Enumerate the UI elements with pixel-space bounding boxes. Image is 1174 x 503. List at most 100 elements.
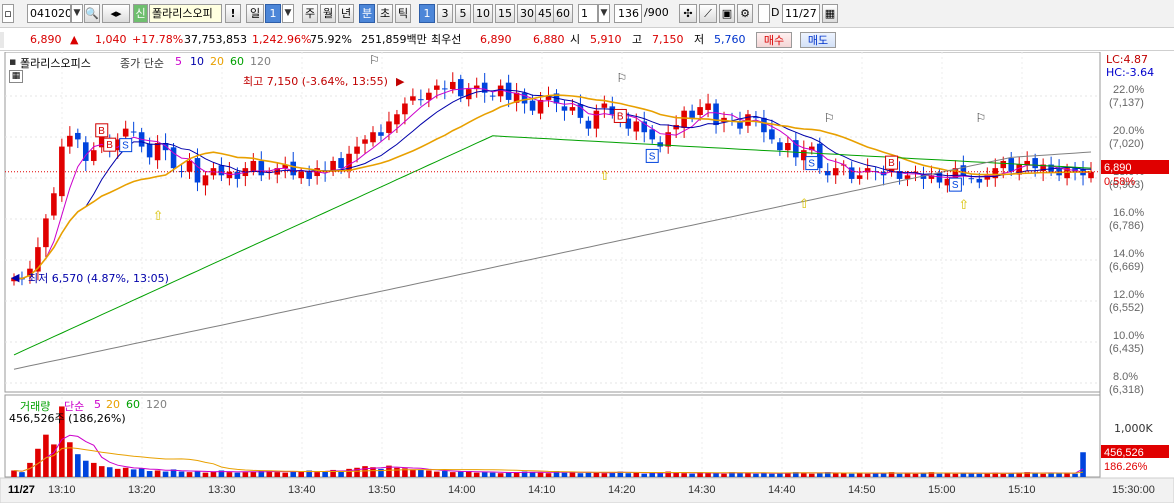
legend-menu-icon[interactable]: ▪ xyxy=(9,55,17,68)
buy-signal-marker xyxy=(613,108,627,123)
volume-bar xyxy=(226,472,233,477)
minute-option-1[interactable]: 1 xyxy=(419,4,435,23)
period-count[interactable]: 1 xyxy=(265,4,281,23)
volume-bar xyxy=(457,471,464,477)
bars-shown-input[interactable]: 136 xyxy=(614,4,642,23)
ma120-legend: 120 xyxy=(250,55,271,68)
volume-bar xyxy=(832,472,839,477)
candlestick-chart[interactable]: 22.0%(7,137)20.0%(7,020)18.0%(6,903)16.0… xyxy=(0,52,1174,503)
price-legend-series: 종가 단순 xyxy=(120,57,164,70)
volume-current-tag-text: 456,526 xyxy=(1104,447,1144,459)
candle-body xyxy=(529,100,536,111)
candle-body xyxy=(130,131,137,133)
date-input[interactable]: 11/27 xyxy=(782,4,820,23)
candle-body xyxy=(11,277,17,282)
stock-code-dropdown-icon[interactable]: ▼ xyxy=(71,4,83,23)
minute-option-60[interactable]: 60 xyxy=(553,4,573,23)
volume-bar xyxy=(609,472,616,477)
buy-signal-marker xyxy=(95,123,109,138)
search-icon[interactable]: 🔍 xyxy=(84,4,100,23)
volume-bar xyxy=(418,469,424,477)
candle-body xyxy=(681,110,687,128)
volume-bar xyxy=(1056,473,1062,477)
time-tick-label: 14:50 xyxy=(848,484,876,496)
volume-bar xyxy=(984,473,991,477)
save-icon[interactable]: ▣ xyxy=(719,4,735,23)
volume-bar xyxy=(513,472,520,477)
volume-bar xyxy=(1064,472,1070,477)
volume-bar xyxy=(625,473,632,477)
volume-bar xyxy=(840,473,847,477)
gear-icon[interactable]: ⚙ xyxy=(737,4,753,23)
minute-option-5[interactable]: 5 xyxy=(455,4,471,23)
count-dropdown-icon[interactable]: ▼ xyxy=(598,4,610,23)
minute-option-30[interactable]: 30 xyxy=(517,4,537,23)
tab-year[interactable]: 년 xyxy=(338,4,354,23)
y-axis-pct-label: 22.0% xyxy=(1113,84,1144,96)
calendar-icon[interactable]: ▦ xyxy=(822,4,838,23)
candle-body xyxy=(769,129,775,140)
ma60-legend: 60 xyxy=(230,55,244,68)
window-icon[interactable]: ▫ xyxy=(2,4,14,23)
sell-button[interactable]: 매도 xyxy=(800,32,836,48)
change-amount: 1,040 xyxy=(95,33,127,46)
up-arrow-icon: ⇧ xyxy=(799,197,810,212)
candle-body xyxy=(465,89,472,100)
buy-button[interactable]: 매수 xyxy=(756,32,792,48)
time-tick-label: 15:10 xyxy=(1008,484,1036,496)
volume-bar xyxy=(617,471,624,477)
minute-option-10[interactable]: 10 xyxy=(473,4,493,23)
trade-amount: 251,859백만 xyxy=(361,33,427,46)
tab-month[interactable]: 월 xyxy=(320,4,336,23)
y-axis-pct-label: 8.0% xyxy=(1113,371,1138,383)
stock-code-input[interactable]: 041020 xyxy=(27,4,71,23)
volume-bar xyxy=(410,469,416,477)
volume-bar xyxy=(848,473,855,477)
volume-bar xyxy=(154,470,161,477)
candle-body xyxy=(513,92,520,103)
volume-bar xyxy=(186,472,193,477)
tab-week[interactable]: 주 xyxy=(302,4,318,23)
volume-bar xyxy=(585,472,592,477)
minute-option-45[interactable]: 45 xyxy=(535,4,555,23)
volume-bar xyxy=(872,472,879,477)
signal-letter: B xyxy=(617,111,624,122)
candle-body xyxy=(1008,158,1015,172)
candle-body xyxy=(920,174,927,179)
candle-body xyxy=(537,99,544,114)
date-checkbox[interactable] xyxy=(758,4,770,23)
candle-body xyxy=(394,114,400,125)
volume-bar xyxy=(1072,473,1078,477)
candle-body xyxy=(386,121,392,133)
candle-body xyxy=(904,175,911,179)
candle-body xyxy=(745,114,751,126)
candle-body xyxy=(354,146,360,154)
signal-letter: S xyxy=(808,159,815,170)
volume-toggle-icon[interactable]: ◂▸ xyxy=(102,4,130,23)
tab-minute[interactable]: 분 xyxy=(359,4,375,23)
tab-second[interactable]: 초 xyxy=(377,4,393,23)
alert-button[interactable]: ! xyxy=(225,4,241,23)
tab-tick[interactable]: 틱 xyxy=(395,4,411,23)
candle-body xyxy=(346,153,352,172)
minute-option-15[interactable]: 15 xyxy=(495,4,515,23)
candle-body xyxy=(944,178,951,186)
volume-bar xyxy=(697,472,703,477)
count-input[interactable]: 1 xyxy=(578,4,598,23)
volume-bar xyxy=(505,472,512,477)
trendline-icon[interactable]: ⟋ xyxy=(699,4,717,23)
period-select[interactable]: 일 xyxy=(246,4,264,23)
volume-bar xyxy=(59,406,65,477)
period-dropdown-icon[interactable]: ▼ xyxy=(282,4,294,23)
minute-option-3[interactable]: 3 xyxy=(437,4,453,23)
candle-body xyxy=(665,132,671,147)
volume-bar xyxy=(912,473,919,477)
volume-bar xyxy=(753,473,759,477)
chart-area[interactable]: 22.0%(7,137)20.0%(7,020)18.0%(6,903)16.0… xyxy=(0,52,1174,503)
volume-bar xyxy=(242,472,249,477)
candle-body xyxy=(370,132,376,143)
grid-toggle-icon[interactable]: ▦ xyxy=(9,70,23,83)
crosshair-icon[interactable]: ✣ xyxy=(679,4,697,23)
up-arrow-icon: ⇧ xyxy=(153,209,164,224)
volume-bar xyxy=(282,472,289,477)
